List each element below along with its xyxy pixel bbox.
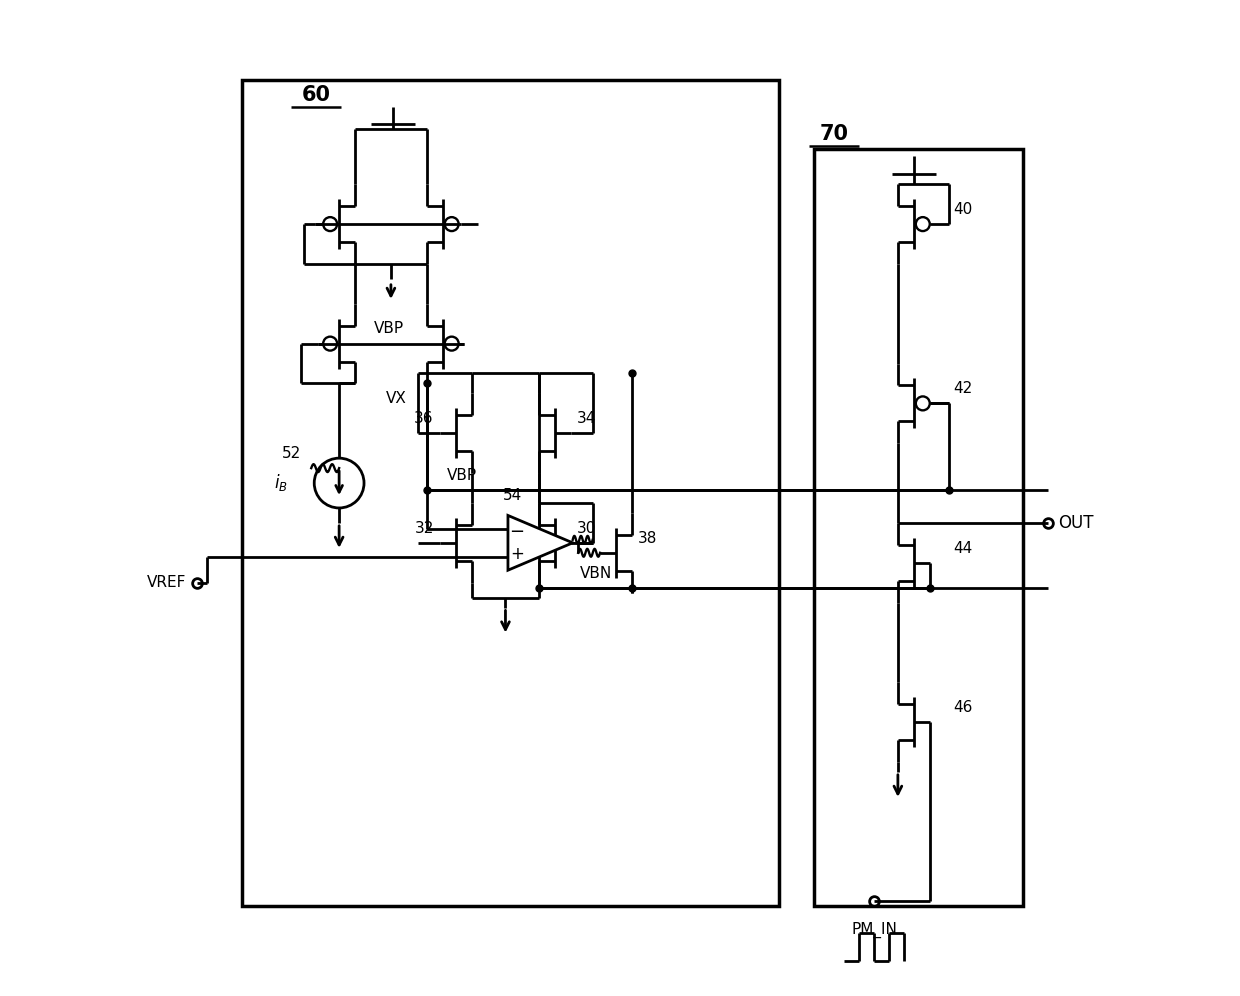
Text: +: + xyxy=(510,545,523,563)
Text: PM_IN: PM_IN xyxy=(851,921,897,937)
Text: OUT: OUT xyxy=(1058,514,1094,532)
Bar xyxy=(815,149,1023,906)
Text: 38: 38 xyxy=(637,531,657,546)
Text: 60: 60 xyxy=(301,85,331,105)
Text: −: − xyxy=(510,523,525,541)
Text: VREF: VREF xyxy=(148,575,187,591)
Text: 36: 36 xyxy=(414,411,434,426)
Polygon shape xyxy=(508,516,573,570)
Text: 44: 44 xyxy=(954,541,973,556)
Text: $i_B$: $i_B$ xyxy=(274,472,289,493)
Text: VX: VX xyxy=(386,391,407,406)
Text: VBP: VBP xyxy=(374,321,404,336)
Text: 54: 54 xyxy=(503,488,522,504)
Text: 30: 30 xyxy=(577,521,596,536)
Text: 46: 46 xyxy=(954,700,973,715)
Text: 42: 42 xyxy=(954,381,973,396)
Text: 52: 52 xyxy=(281,446,301,461)
Text: 32: 32 xyxy=(414,521,434,536)
Text: 70: 70 xyxy=(820,124,848,144)
Bar xyxy=(242,80,780,906)
Text: VBP: VBP xyxy=(446,468,477,483)
Text: 40: 40 xyxy=(954,202,973,217)
Text: VBN: VBN xyxy=(580,566,613,581)
Text: 34: 34 xyxy=(577,411,596,426)
